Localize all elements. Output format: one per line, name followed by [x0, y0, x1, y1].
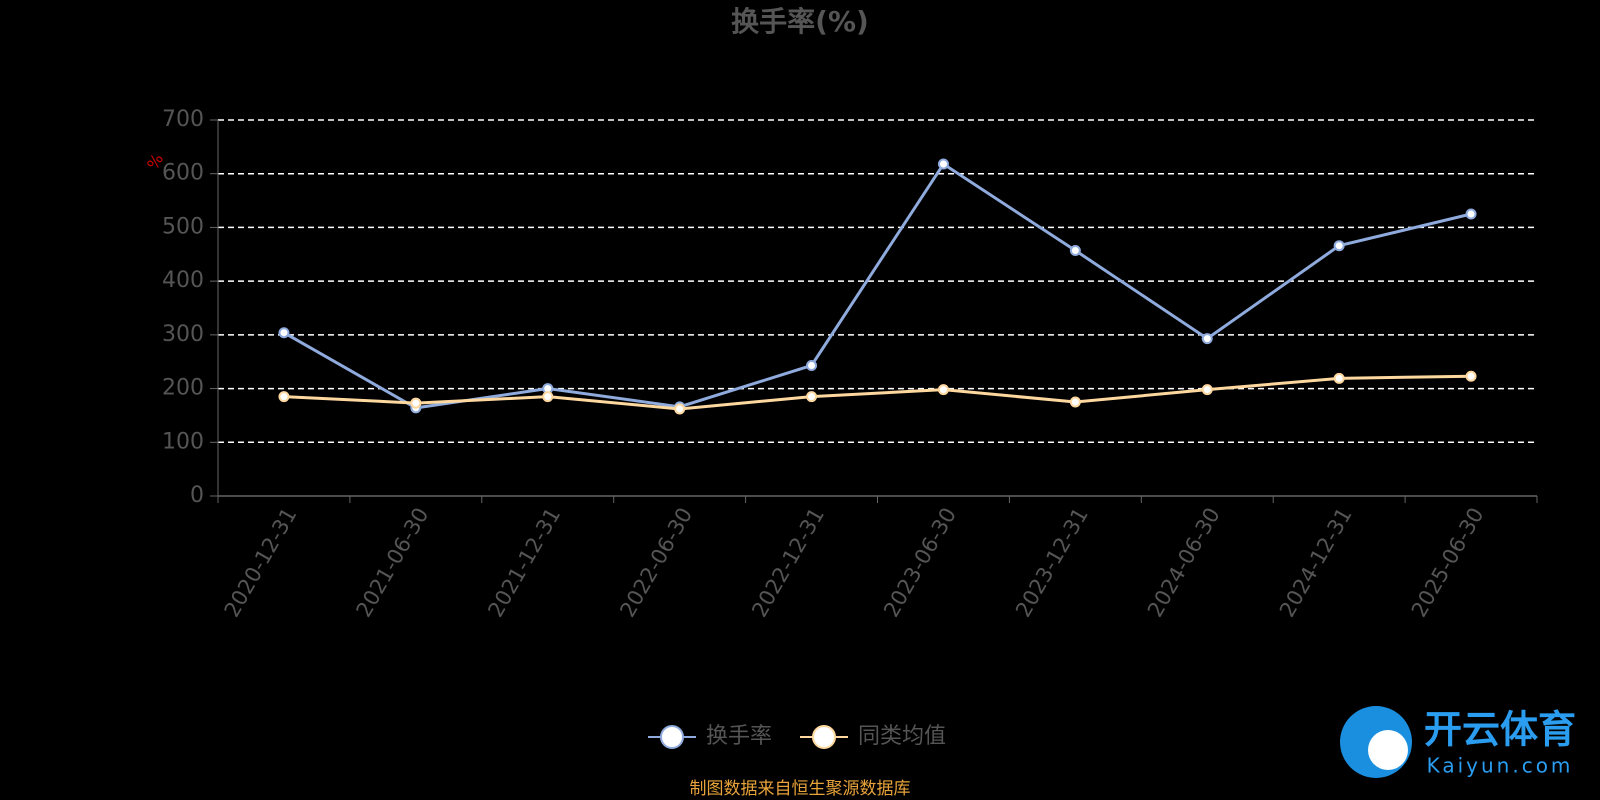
data-point: [1069, 396, 1081, 408]
x-tick-label: 2022-06-30: [615, 504, 697, 622]
y-tick-label: 400: [162, 268, 204, 293]
data-point: [542, 391, 554, 403]
y-tick-label: 500: [162, 214, 204, 239]
x-tick-label: 2024-12-31: [1275, 504, 1357, 622]
y-tick-label: 600: [162, 161, 204, 186]
legend-marker: [660, 725, 684, 749]
y-tick-label: 700: [162, 107, 204, 132]
y-tick-label: 0: [190, 483, 204, 508]
x-tick-label: 2023-12-31: [1011, 504, 1093, 622]
data-point: [278, 391, 290, 403]
data-point: [1333, 372, 1345, 384]
y-tick-label: 100: [162, 429, 204, 454]
x-tick-label: 2021-12-31: [483, 504, 565, 622]
data-point: [806, 391, 818, 403]
data-point: [806, 359, 818, 371]
data-point: [1465, 208, 1477, 220]
x-tick-label: 2021-06-30: [352, 503, 434, 621]
legend-marker: [812, 725, 836, 749]
data-point: [278, 327, 290, 339]
data-point: [1201, 333, 1213, 345]
data-point: [937, 384, 949, 396]
data-point: [1465, 370, 1477, 382]
x-tick-label: 2025-06-30: [1407, 504, 1489, 622]
series-line: [283, 161, 1472, 410]
x-tick-label: 2020-12-31: [220, 504, 302, 622]
x-tick-label: 2022-12-31: [747, 504, 829, 622]
legend-label: 换手率: [706, 724, 772, 749]
watermark-logo-ball: [1368, 730, 1408, 770]
x-tick-label: 2023-06-30: [879, 503, 961, 621]
legend-label: 同类均值: [858, 724, 946, 749]
watermark-brand: 开云体育: [1424, 708, 1576, 752]
data-point: [674, 403, 686, 415]
footer: 制图数据来自恒生聚源数据库: [690, 779, 911, 799]
y-tick-label: 200: [162, 376, 204, 401]
data-point: [937, 158, 949, 170]
data-point: [1333, 240, 1345, 252]
series-line: [283, 374, 1472, 411]
watermark-site: Kaiyun.com: [1427, 754, 1574, 778]
watermark: 开云体育 Kaiyun.com: [1340, 706, 1576, 778]
data-point: [1201, 384, 1213, 396]
data-point: [1069, 245, 1081, 257]
data-point: [410, 397, 422, 409]
x-tick-label: 2024-06-30: [1143, 504, 1225, 622]
y-tick-label: 300: [162, 322, 204, 347]
chart-title: 换手率(%): [731, 5, 869, 38]
